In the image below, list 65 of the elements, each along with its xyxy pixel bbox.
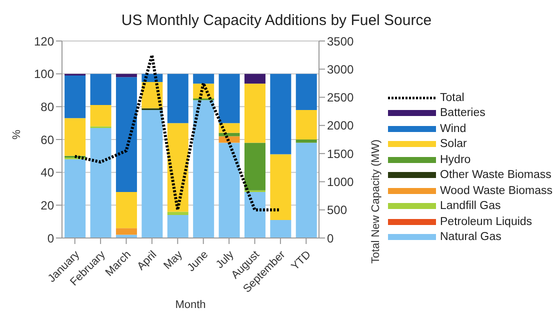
bar (270, 74, 292, 154)
bar (64, 75, 86, 118)
bar (218, 142, 240, 238)
bar (296, 110, 317, 140)
bar (296, 140, 317, 143)
legend-label: Natural Gas (440, 231, 502, 244)
bar (90, 128, 112, 238)
y2-tick-label: 3500 (327, 34, 354, 48)
line-series (73, 54, 282, 212)
bar (218, 136, 240, 143)
bar (244, 192, 266, 238)
bar (167, 74, 188, 124)
y2-tick-label: 1500 (327, 146, 354, 161)
y-tick-label: 40 (40, 166, 54, 180)
bar (296, 142, 317, 238)
legend-label: Batteries (440, 107, 486, 120)
legend-label: Other Waste Biomass (440, 169, 552, 182)
y-axis-title: % (10, 130, 23, 140)
x-tick-label: YTD (289, 248, 314, 273)
bar (193, 74, 214, 84)
bar (64, 118, 86, 156)
bar (193, 100, 214, 238)
legend-label: Petroleum Liquids (440, 216, 532, 228)
bar (167, 212, 188, 216)
bar (116, 74, 137, 78)
bar (218, 74, 240, 124)
bar (270, 154, 292, 220)
y2-axis-title: Total New Capacity (MW) (370, 140, 382, 264)
bar (90, 105, 112, 126)
x-tick-label: July (214, 248, 237, 272)
bar (116, 77, 137, 192)
y-tick-label: 0 (47, 231, 54, 246)
bar (90, 74, 112, 106)
y2-tick-label: 500 (327, 203, 348, 218)
x-tick-label: May (162, 248, 186, 272)
y2-tick-label: 0 (327, 231, 334, 246)
chart-title: US Monthly Capacity Additions by Fuel Source (120, 12, 433, 29)
y2-tick-label: 3000 (327, 62, 354, 76)
bar (116, 192, 137, 228)
y2-tick-label: 1000 (327, 174, 354, 189)
y-tick-label: 120 (34, 34, 54, 48)
y-tick-label: 60 (40, 132, 54, 147)
bar (64, 159, 86, 238)
bar (218, 123, 240, 133)
y-tick-label: 100 (34, 67, 54, 82)
bar (167, 215, 188, 238)
y-tick-label: 80 (40, 100, 54, 114)
bar (244, 74, 266, 84)
x-axis-title: Month (175, 299, 206, 311)
bar (116, 228, 137, 235)
bar (244, 84, 266, 143)
bar (142, 110, 163, 238)
legend-label: Solar (440, 138, 467, 150)
legend-label: Landfill Gas (440, 200, 501, 212)
y2-tick-label: 2000 (327, 118, 354, 133)
bar (244, 142, 266, 190)
bar (296, 74, 317, 110)
legend-label: Total (440, 92, 464, 104)
bar (270, 220, 292, 238)
legend-label: Wind (440, 122, 466, 135)
y2-tick-label: 2500 (327, 90, 354, 105)
legend-label: Wood Waste Biomass (440, 184, 552, 197)
legend-label: Hydro (440, 154, 471, 166)
bar (116, 234, 137, 238)
y-tick-label: 20 (40, 198, 54, 212)
